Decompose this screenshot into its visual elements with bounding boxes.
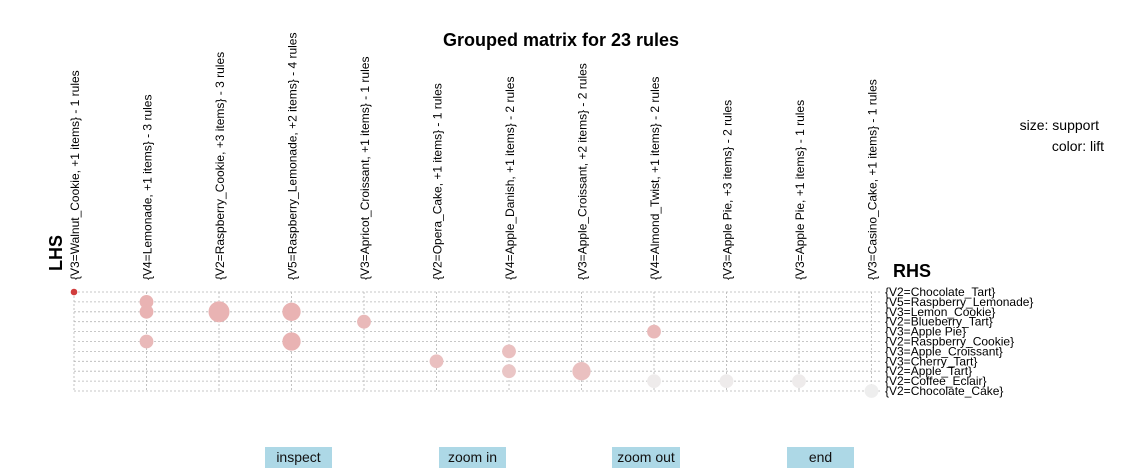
rhs-item-label: {V3=Cherry_Tart} <box>885 354 977 368</box>
zoom-in-button[interactable]: zoom in <box>439 447 506 468</box>
lhs-group-label: {V2=Raspberry_Cookie, +3 items} - 3 rule… <box>213 52 227 280</box>
lhs-group-label: {V3=Casino_Cake, +1 items} - 1 rules <box>866 79 880 280</box>
lhs-group-label: {V3=Walnut_Cookie, +1 items} - 1 rules <box>68 70 82 280</box>
rhs-item-label: {V2=Blueberry_Tart} <box>885 315 993 329</box>
lhs-group-label: {V2=Opera_Cake, +1 items} - 1 rules <box>431 83 445 280</box>
rule-point <box>792 374 806 388</box>
rhs-item-label: {V2=Raspberry_Cookie} <box>885 335 1014 349</box>
legend-color: color: lift <box>1052 138 1104 154</box>
lhs-group-label: {V3=Apple_Croissant, +2 items} - 2 rules <box>576 63 590 280</box>
rhs-item-label: {V3=Apple Pie} <box>885 325 966 339</box>
rule-point <box>70 288 78 296</box>
rule-point <box>572 362 591 381</box>
rhs-item-label: {V2=Apple_Tart} <box>885 364 972 378</box>
inspect-button[interactable]: inspect <box>265 447 332 468</box>
lhs-group-label: {V4=Almond_Twist, +1 items} - 2 rules <box>648 77 662 280</box>
rule-point <box>502 364 516 379</box>
rule-point <box>282 302 301 321</box>
rhs-item-label: {V2=Coffee_Eclair} <box>885 374 987 388</box>
rule-point <box>357 314 371 329</box>
rhs-item-label: {V5=Raspberry_Lemonade} <box>885 295 1033 309</box>
chart-title: Grouped matrix for 23 rules <box>443 30 679 50</box>
rule-point <box>139 304 154 319</box>
lhs-group-label: {V3=Apricot_Croissant, +1 items} - 1 rul… <box>358 57 372 280</box>
lhs-group-label: {V5=Raspberry_Lemonade, +2 items} - 4 ru… <box>286 33 300 280</box>
grouped-matrix-chart: Grouped matrix for 23 rules size: suppor… <box>46 30 1104 398</box>
rhs-item-label: {V2=Chocolate_Cake} <box>885 384 1003 398</box>
x-axis-label: LHS <box>46 235 66 271</box>
rule-point <box>429 354 444 369</box>
lhs-group-label: {V3=Apple Pie, +3 items} - 2 rules <box>721 100 735 280</box>
rule-point <box>864 384 879 398</box>
rule-point <box>139 334 154 349</box>
y-axis-label: RHS <box>893 261 931 281</box>
rhs-item-label: {V3=Apple_Croissant} <box>885 344 1003 358</box>
lhs-group-label: {V4=Apple_Danish, +1 items} - 2 rules <box>503 77 517 280</box>
rule-point <box>719 374 734 388</box>
legend-size: size: support <box>1020 117 1099 133</box>
rule-point <box>282 332 301 351</box>
lhs-group-label: {V4=Lemonade, +1 items} - 3 rules <box>141 95 155 280</box>
rule-point <box>502 344 516 359</box>
rule-point <box>647 324 661 339</box>
rule-point <box>208 301 230 323</box>
rhs-item-label: {V3=Lemon_Cookie} <box>885 305 995 319</box>
zoom-out-button[interactable]: zoom out <box>612 447 680 468</box>
rhs-item-label: {V2=Chocolate_Tart} <box>885 285 995 299</box>
rule-point <box>647 374 661 388</box>
rule-point <box>139 295 154 309</box>
end-button[interactable]: end <box>787 447 854 468</box>
lhs-group-label: {V3=Apple Pie, +1 items} - 1 rules <box>793 100 807 280</box>
